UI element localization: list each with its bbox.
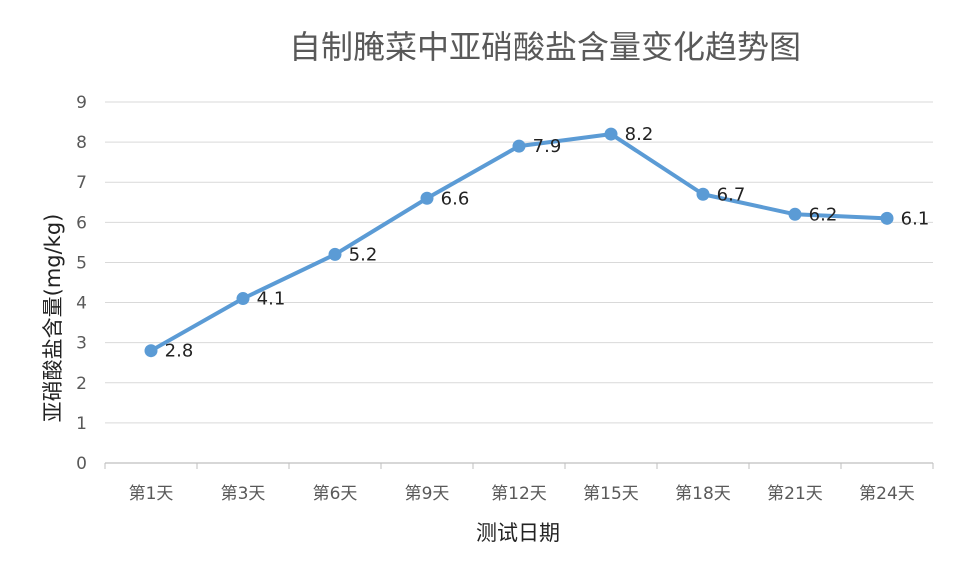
x-tick-label: 第6天 bbox=[313, 484, 358, 504]
data-point bbox=[420, 191, 434, 205]
series-layer bbox=[144, 127, 894, 358]
y-axis-ticks: 0 1 2 3 4 5 6 7 8 9 bbox=[76, 93, 87, 474]
x-tick-label: 第18天 bbox=[675, 484, 731, 504]
y-tick-label: 6 bbox=[76, 213, 87, 233]
y-tick-label: 0 bbox=[76, 454, 87, 474]
y-tick-label: 9 bbox=[76, 93, 87, 113]
data-point bbox=[880, 211, 894, 225]
data-label: 6.7 bbox=[717, 184, 746, 205]
y-tick-label: 3 bbox=[76, 334, 87, 354]
data-point bbox=[236, 292, 250, 306]
gridlines bbox=[104, 101, 934, 469]
data-label: 2.8 bbox=[165, 341, 194, 362]
x-tick-label: 第12天 bbox=[491, 484, 547, 504]
y-tick-label: 1 bbox=[76, 414, 87, 434]
data-point bbox=[788, 207, 802, 221]
x-tick-label: 第15天 bbox=[583, 484, 639, 504]
series-line bbox=[149, 132, 889, 353]
x-axis-label: 测试日期 bbox=[476, 521, 560, 545]
data-labels: 2.8 4.1 5.2 6.6 7.9 8.2 6.7 6.2 6.1 bbox=[165, 124, 930, 362]
x-tick-label: 第21天 bbox=[767, 484, 823, 504]
data-label: 8.2 bbox=[625, 124, 654, 145]
x-tick-label: 第1天 bbox=[129, 484, 174, 504]
data-point bbox=[328, 247, 342, 261]
data-point bbox=[604, 127, 618, 141]
data-point bbox=[696, 187, 710, 201]
data-label: 6.1 bbox=[901, 208, 930, 229]
x-tick-label: 第24天 bbox=[859, 484, 915, 504]
y-axis-label: 亚硝酸盐含量(mg/kg) bbox=[41, 214, 65, 423]
data-label: 4.1 bbox=[257, 289, 286, 310]
data-point bbox=[144, 344, 158, 358]
data-label: 6.2 bbox=[809, 204, 838, 225]
x-axis-ticks: 第1天 第3天 第6天 第9天 第12天 第15天 第18天 第21天 第24天 bbox=[129, 484, 915, 504]
x-tick-label: 第3天 bbox=[221, 484, 266, 504]
y-tick-label: 2 bbox=[76, 374, 87, 394]
y-tick-label: 7 bbox=[76, 173, 87, 193]
data-label: 7.9 bbox=[533, 136, 562, 157]
data-point bbox=[512, 139, 526, 153]
y-tick-label: 5 bbox=[76, 253, 87, 273]
chart-title: 自制腌菜中亚硝酸盐含量变化趋势图 bbox=[289, 28, 801, 66]
data-label: 5.2 bbox=[349, 244, 378, 265]
y-tick-label: 4 bbox=[76, 294, 87, 314]
data-label: 6.6 bbox=[441, 188, 470, 209]
x-tick-label: 第9天 bbox=[405, 484, 450, 504]
y-tick-label: 8 bbox=[76, 133, 87, 153]
